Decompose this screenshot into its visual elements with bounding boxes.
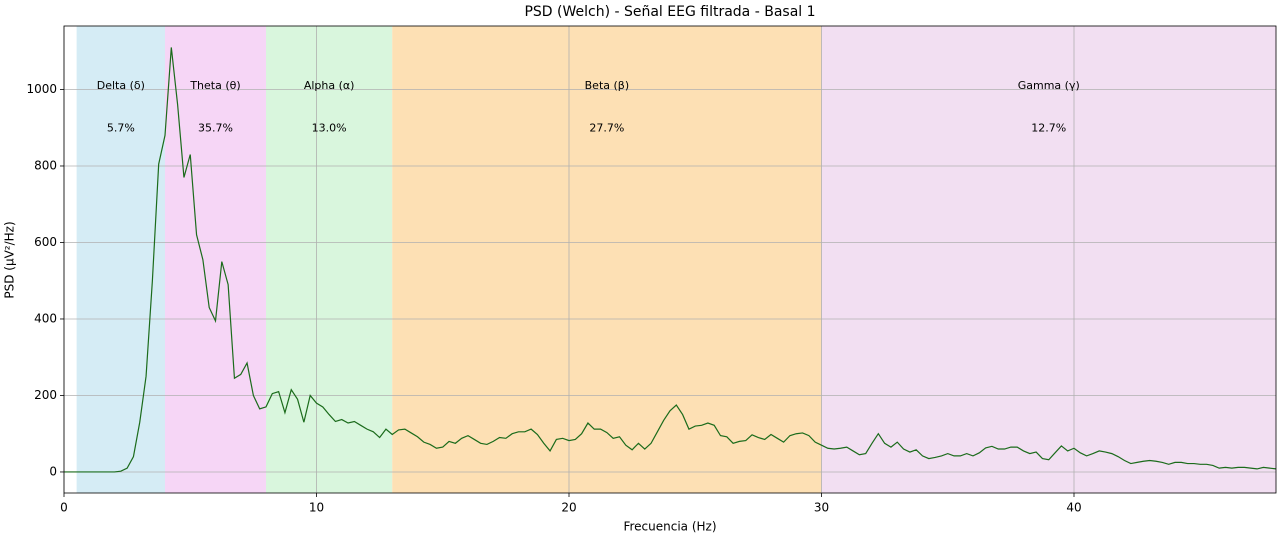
- x-tick-label: 20: [561, 501, 576, 515]
- x-tick-label: 40: [1066, 501, 1081, 515]
- y-axis-label: PSD (µV²/Hz): [3, 221, 17, 298]
- plot-frame: [63, 25, 1277, 494]
- y-tick-label: 800: [34, 158, 57, 172]
- y-tick-label: 0: [49, 464, 57, 478]
- y-tick-label: 600: [34, 235, 57, 249]
- band-percent: 12.7%: [1031, 121, 1066, 134]
- band-label: Gamma (γ): [1018, 79, 1080, 92]
- y-tick-label: 200: [34, 388, 57, 402]
- x-tick-label: 0: [60, 501, 68, 515]
- x-tick-label: 30: [814, 501, 829, 515]
- band-percent: 27.7%: [589, 121, 624, 134]
- band: [266, 26, 393, 493]
- psd-line: [64, 47, 1277, 473]
- band-percent: 5.7%: [107, 121, 135, 134]
- y-tick-label: 1000: [26, 82, 57, 96]
- x-axis-label: Frecuencia (Hz): [623, 520, 716, 534]
- chart-title: PSD (Welch) - Señal EEG filtrada - Basal…: [524, 4, 815, 20]
- band-label: Theta (θ): [189, 79, 240, 92]
- band: [821, 26, 1276, 493]
- band: [392, 26, 822, 493]
- band-label: Delta (δ): [97, 79, 145, 92]
- band: [76, 26, 165, 493]
- band-percent: 13.0%: [312, 121, 347, 134]
- band-percent: 35.7%: [198, 121, 233, 134]
- y-tick-label: 400: [34, 311, 57, 325]
- band-label: Beta (β): [585, 79, 629, 92]
- band-label: Alpha (α): [304, 79, 355, 92]
- x-tick-label: 10: [309, 501, 324, 515]
- band: [165, 26, 266, 493]
